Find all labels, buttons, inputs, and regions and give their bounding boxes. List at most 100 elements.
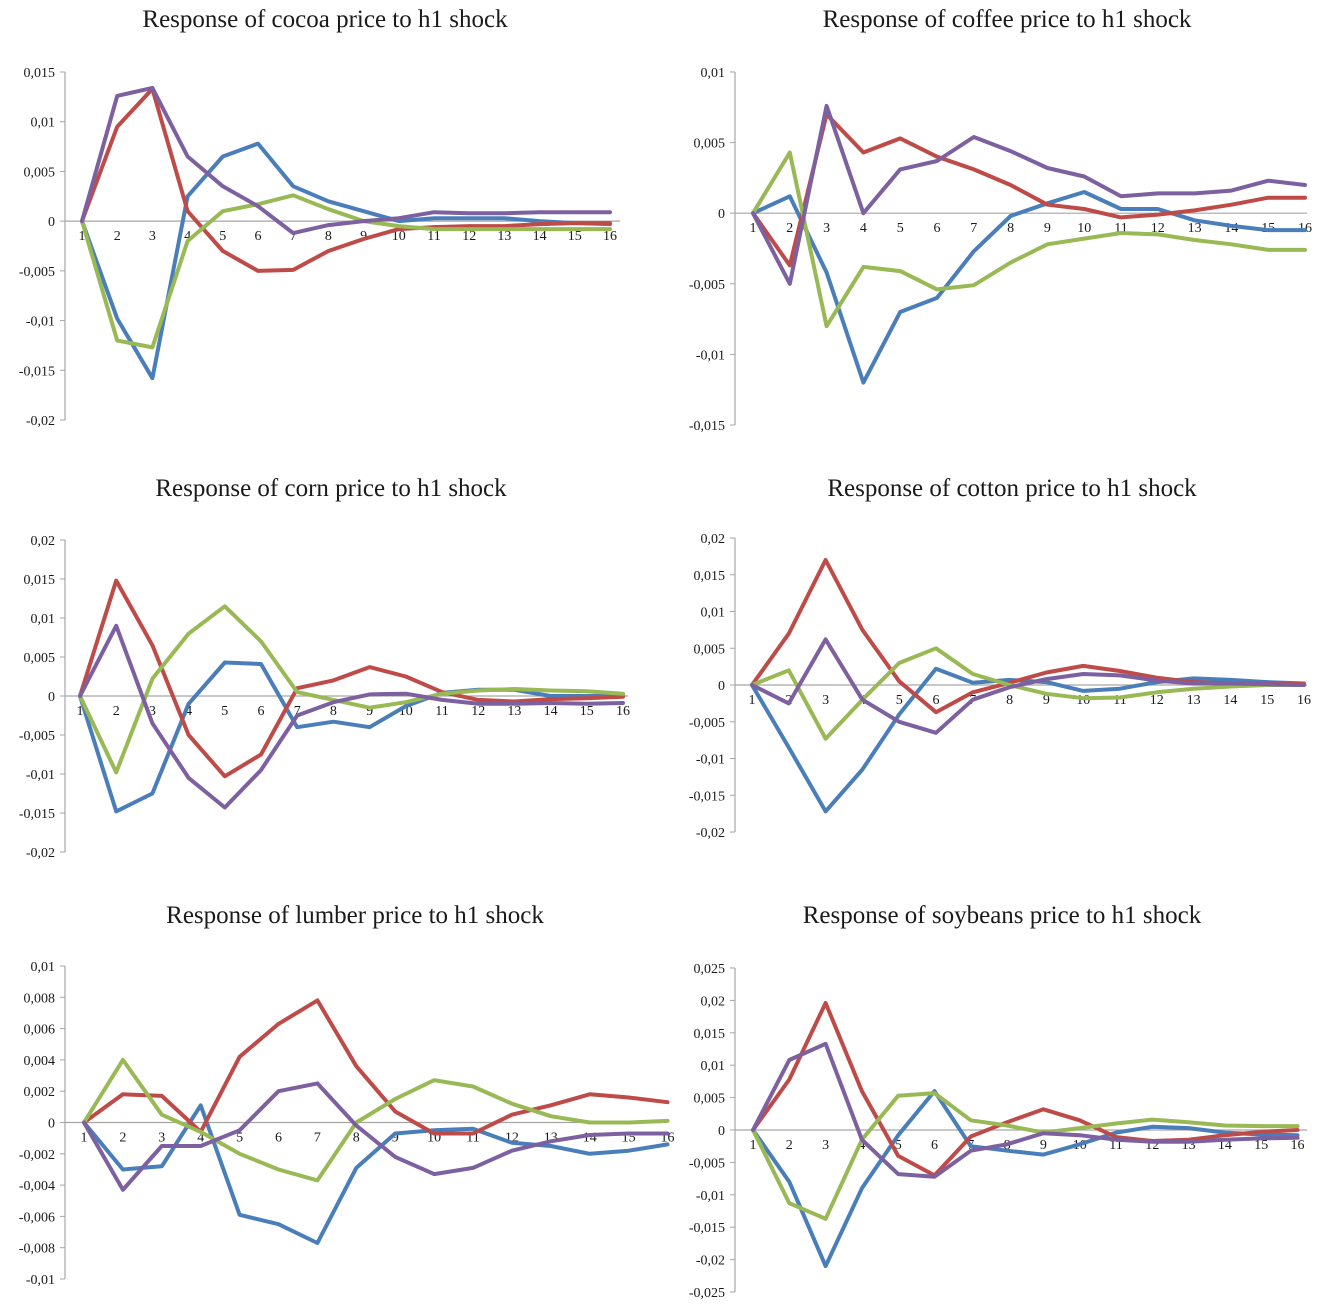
x-tick-label: 13 [497, 229, 511, 244]
x-tick-label: 8 [325, 229, 332, 244]
x-tick-label: 4 [185, 704, 192, 719]
x-tick-label: 15 [1254, 1138, 1268, 1153]
y-tick-label: 0 [48, 215, 55, 230]
series-line-purple [750, 637, 1306, 735]
x-tick-label: 1 [77, 704, 84, 719]
y-tick-label: 0,01 [31, 960, 56, 975]
y-tick-label: -0,02 [26, 846, 55, 861]
y-tick-label: 0,005 [24, 651, 56, 666]
y-tick-label: -0,015 [689, 1221, 725, 1236]
x-tick-label: 6 [933, 693, 940, 708]
y-tick-label: -0,008 [19, 1242, 55, 1257]
y-tick-label: 0,008 [24, 991, 56, 1006]
x-tick-label: 14 [533, 229, 547, 244]
y-tick-label: -0,01 [26, 315, 55, 330]
y-tick-label: -0,025 [689, 1286, 725, 1301]
line-chart-lumber: 0,01 0,008 0,006 0,004 0,002 0 -0,002 -0,004 -0,… [19, 960, 675, 1288]
series-line-purple [78, 623, 625, 810]
x-tick-label: 5 [236, 1131, 243, 1146]
y-tick-label: 0,004 [24, 1054, 56, 1069]
series-line-purple [80, 85, 612, 236]
y-tick-label: 0,025 [694, 962, 726, 977]
y-tick-label: -0,02 [696, 826, 725, 841]
chart-panel-cotton: Response of cotton price to h1 shock 0,0… [662, 465, 1325, 865]
y-tick-label: -0,015 [19, 807, 55, 822]
x-tick-label: 4 [184, 229, 191, 244]
y-tick-label: -0,005 [689, 1156, 725, 1171]
x-tick-label: 9 [1044, 221, 1051, 236]
y-tick-label: 0,015 [694, 569, 726, 584]
y-tick-label: 0,015 [694, 1027, 726, 1042]
y-tick-label: 0,005 [694, 1092, 726, 1107]
y-tick-label: -0,015 [689, 789, 725, 804]
x-tick-label: 1 [750, 1138, 757, 1153]
x-tick-label: 3 [822, 693, 829, 708]
series-line-green [750, 646, 1306, 741]
series-line-purple [751, 1041, 1300, 1179]
x-tick-label: 7 [970, 221, 977, 236]
chart-panel-cocoa: Response of cocoa price to h1 shock 0,01… [0, 0, 662, 440]
y-tick-label: -0,01 [696, 753, 725, 768]
chart-panel-soybeans: Response of soybeans price to h1 shock 0… [662, 890, 1325, 1304]
chart-panel-coffee: Response of coffee price to h1 shock 0,0… [662, 0, 1325, 440]
y-tick-label: 0 [48, 1117, 55, 1132]
y-tick-label: 0,01 [31, 612, 56, 627]
line-chart-soybeans: 0,025 0,02 0,015 0,01 0,005 0 -0,005 -0,01 -0,01… [689, 962, 1307, 1301]
x-tick-label: 10 [392, 229, 406, 244]
x-tick-label: 5 [895, 1138, 902, 1153]
y-tick-label: -0,005 [689, 278, 725, 293]
x-tick-label: 14 [544, 704, 558, 719]
x-tick-label: 5 [219, 229, 226, 244]
x-tick-label: 7 [314, 1131, 321, 1146]
x-tick-label: 16 [1291, 1138, 1305, 1153]
y-tick-label: -0,01 [26, 768, 55, 783]
y-tick-label: 0,005 [694, 642, 726, 657]
y-tick-label: 0,02 [701, 532, 726, 547]
x-tick-label: 3 [149, 229, 156, 244]
y-tick-label: 0,02 [701, 994, 726, 1009]
y-tick-label: -0,02 [696, 1254, 725, 1269]
x-tick-label: 10 [1077, 221, 1091, 236]
x-tick-label: 7 [294, 704, 301, 719]
series-line-blue [80, 141, 612, 381]
y-tick-label: -0,015 [19, 364, 55, 379]
x-tick-label: 8 [1006, 693, 1013, 708]
x-tick-label: 6 [258, 704, 265, 719]
x-tick-label: 1 [750, 221, 757, 236]
x-tick-label: 8 [353, 1131, 360, 1146]
y-tick-label: -0,01 [696, 348, 725, 363]
y-tick-label: 0,015 [24, 573, 56, 588]
series-line-blue [751, 1089, 1300, 1269]
x-tick-label: 9 [366, 704, 373, 719]
y-tick-label: 0,01 [31, 116, 56, 131]
x-tick-label: 13 [1188, 221, 1202, 236]
series-line-blue [750, 666, 1306, 814]
y-tick-label: -0,01 [696, 1189, 725, 1204]
x-tick-label: 6 [931, 1138, 938, 1153]
x-tick-label: 2 [114, 229, 121, 244]
y-tick-label: 0,02 [31, 534, 56, 549]
x-tick-label: 6 [255, 229, 262, 244]
x-tick-label: 14 [583, 1131, 597, 1146]
x-tick-label: 12 [471, 704, 485, 719]
line-chart-cotton: 0,02 0,015 0,01 0,005 0 -0,005 -0,01 -0,015 -0,0… [689, 532, 1311, 841]
x-tick-label: 11 [427, 229, 440, 244]
x-tick-label: 8 [330, 704, 337, 719]
chart-title: Response of corn price to h1 shock [155, 475, 507, 502]
x-tick-label: 4 [858, 1138, 865, 1153]
x-tick-label: 9 [1043, 693, 1050, 708]
y-tick-label: 0,01 [701, 606, 726, 621]
line-chart-corn: 0,02 0,015 0,01 0,005 0 -0,005 -0,01 -0,015 -0,0… [19, 534, 630, 861]
y-tick-label: 0,005 [24, 165, 56, 180]
x-tick-label: 15 [580, 704, 594, 719]
x-tick-label: 1 [79, 229, 86, 244]
y-tick-label: 0 [718, 207, 725, 222]
x-tick-label: 2 [786, 1138, 793, 1153]
y-tick-label: -0,005 [19, 265, 55, 280]
y-tick-label: 0,01 [701, 66, 726, 81]
chart-panel-corn: Response of corn price to h1 shock 0,02 0… [0, 465, 662, 865]
x-tick-label: 7 [290, 229, 297, 244]
x-tick-label: 2 [113, 704, 120, 719]
